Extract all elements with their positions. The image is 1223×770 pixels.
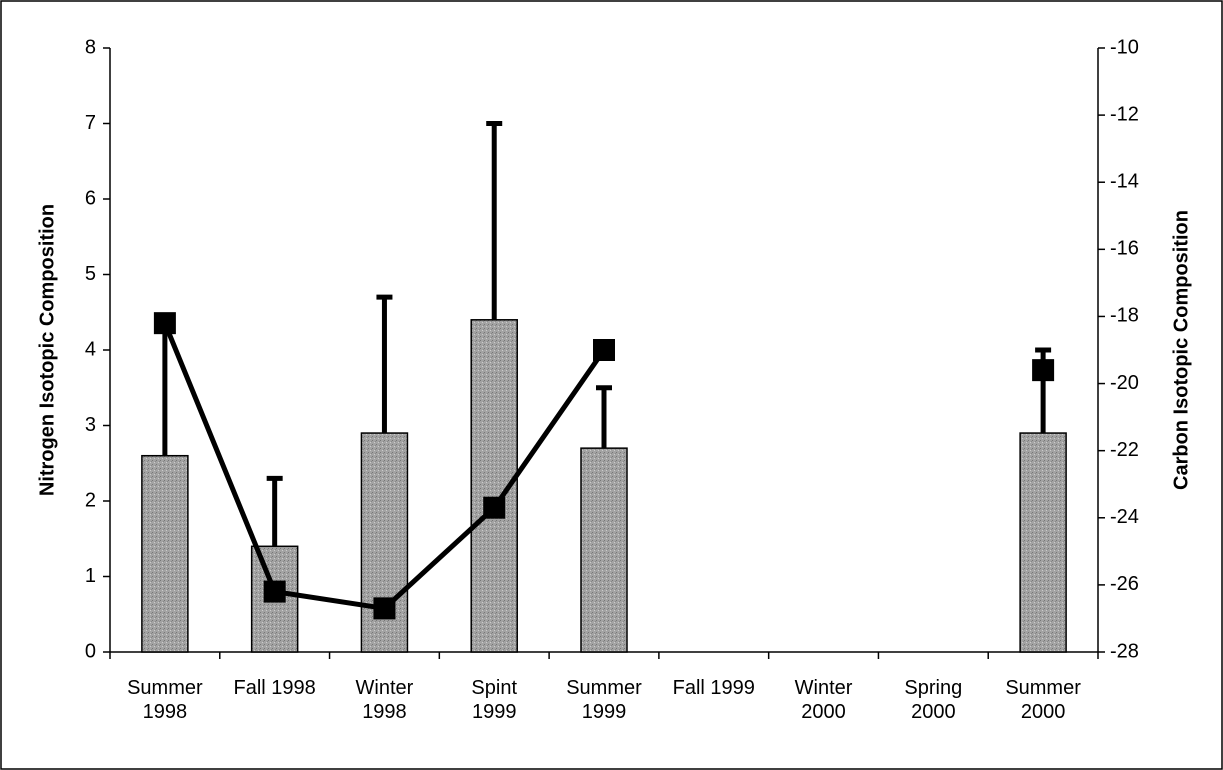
y2-tick-label: -24 <box>1110 506 1139 528</box>
y-tick-label: 3 <box>85 414 96 436</box>
marker <box>483 496 506 519</box>
x-tick-label: Winter 1998 <box>355 677 414 723</box>
marker <box>1032 359 1055 382</box>
bar <box>580 447 628 653</box>
error-bar <box>486 121 503 320</box>
y2-tick-label: -22 <box>1110 439 1139 461</box>
y2-tick-label: -26 <box>1110 573 1139 595</box>
y-tick-label: 4 <box>85 338 96 360</box>
y-tick-label: 8 <box>85 36 96 58</box>
marker <box>593 339 615 361</box>
error-bar <box>596 385 612 449</box>
y-tick-label: 7 <box>85 112 96 134</box>
error-bar <box>266 475 283 547</box>
y2-tick-label: -10 <box>1110 36 1139 58</box>
y2-tick-label: -20 <box>1110 372 1139 394</box>
x-tick-label: Summer 1998 <box>127 677 203 723</box>
bar <box>1019 432 1067 653</box>
x-tick-label: Spint 1999 <box>471 677 518 723</box>
y-tick-label: 5 <box>85 263 96 285</box>
y-tick-label: 6 <box>85 187 96 209</box>
marker <box>263 580 286 603</box>
marker <box>153 312 176 335</box>
y2-axis-title: Carbon Isotopic Composition <box>1170 210 1192 490</box>
bar <box>470 319 518 653</box>
error-bar <box>376 294 393 434</box>
x-tick-label: Summer 1999 <box>566 677 642 723</box>
y-tick-label: 0 <box>85 640 96 662</box>
x-tick-label: Fall 1998 <box>233 677 316 699</box>
x-tick-label: Winter 2000 <box>794 677 853 723</box>
y2-tick-label: -18 <box>1110 305 1139 327</box>
y-axis-title: Nitrogen Isotopic Composition <box>36 204 58 496</box>
y2-tick-label: -14 <box>1110 171 1139 193</box>
y-tick-label: 1 <box>85 565 96 587</box>
y2-tick-label: -28 <box>1110 640 1139 662</box>
bar <box>141 454 189 653</box>
x-tick-label: Spring 2000 <box>904 677 963 723</box>
marker <box>373 597 396 620</box>
x-tick-label: Summer 2000 <box>1005 677 1081 723</box>
x-tick-label: Fall 1999 <box>672 677 755 699</box>
y2-tick-label: -16 <box>1110 238 1139 260</box>
y2-tick-label: -12 <box>1110 103 1139 125</box>
y-tick-label: 2 <box>85 489 96 511</box>
